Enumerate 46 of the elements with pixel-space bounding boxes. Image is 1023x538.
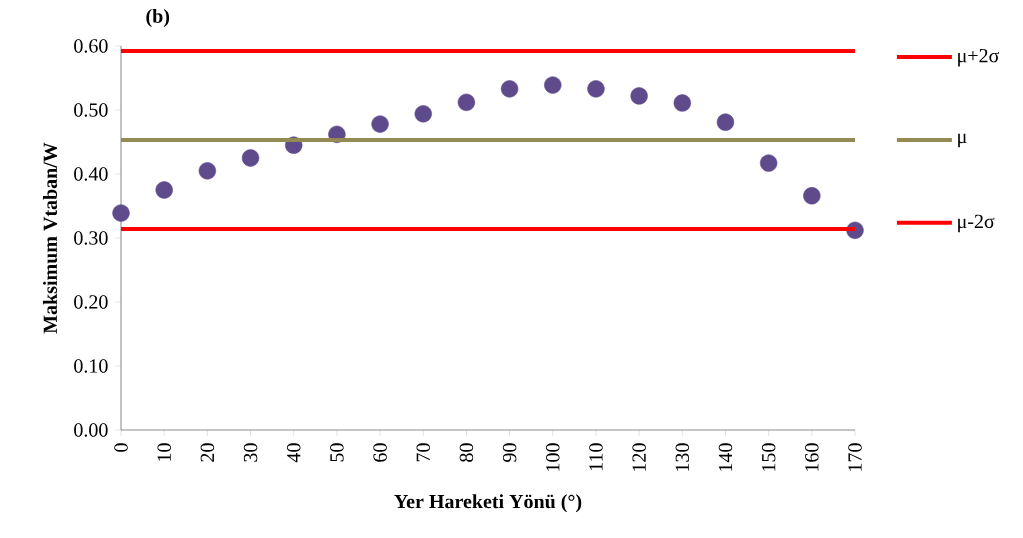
- x-tick-label: 40: [286, 443, 301, 463]
- x-tick-label: 150: [761, 443, 776, 471]
- x-tick-label: 10: [157, 443, 171, 461]
- point: [544, 76, 562, 94]
- x-tick-label: 110: [589, 443, 603, 471]
- x-tick-label: 70: [416, 443, 430, 462]
- y-tick-label: 0.10: [74, 359, 108, 373]
- x-tick-label: 30: [243, 443, 258, 462]
- point: [155, 181, 173, 199]
- x-tick-label: 140: [718, 443, 733, 471]
- y-tick-label: 0.50: [74, 103, 108, 117]
- point: [112, 204, 130, 222]
- point: [587, 80, 605, 98]
- x-axis-title: Yer Hareketi Yönü (°): [394, 494, 582, 513]
- point: [630, 87, 648, 105]
- x-tick-label: 50: [330, 443, 344, 462]
- x-tick-label: 0: [114, 443, 128, 452]
- x-tick-label: 80: [459, 443, 474, 462]
- point: [759, 154, 778, 172]
- point: [198, 162, 217, 180]
- point: [414, 105, 432, 123]
- point: [803, 187, 821, 205]
- point: [371, 115, 389, 133]
- y-axis-title: Maksimum Vtaban/W: [42, 142, 58, 334]
- point: [716, 113, 735, 131]
- x-tick-label: 60: [373, 443, 387, 462]
- point: [241, 149, 260, 167]
- y-tick-label: 0.40: [74, 167, 108, 181]
- legend-label: μ-2σ: [958, 214, 995, 233]
- x-tick-label: 20: [200, 443, 215, 462]
- legend-label: μ+2σ: [958, 48, 1000, 67]
- x-tick-label: 160: [805, 443, 819, 471]
- x-tick-label: 100: [546, 443, 560, 471]
- x-tick-label: 170: [848, 443, 862, 471]
- x-tick-label: 90: [502, 443, 517, 462]
- x-tick-label: 130: [675, 443, 690, 471]
- y-tick-label: 0.30: [74, 231, 108, 245]
- x-tick-label: 120: [632, 443, 646, 471]
- point: [500, 80, 519, 98]
- legend-label: μ: [958, 133, 967, 148]
- y-tick-label: 0.00: [74, 423, 108, 437]
- point: [673, 94, 691, 112]
- y-tick-label: 0.20: [74, 295, 108, 309]
- y-tick-label: 0.60: [74, 39, 108, 53]
- chart-title: (b): [146, 8, 170, 28]
- point: [457, 93, 476, 111]
